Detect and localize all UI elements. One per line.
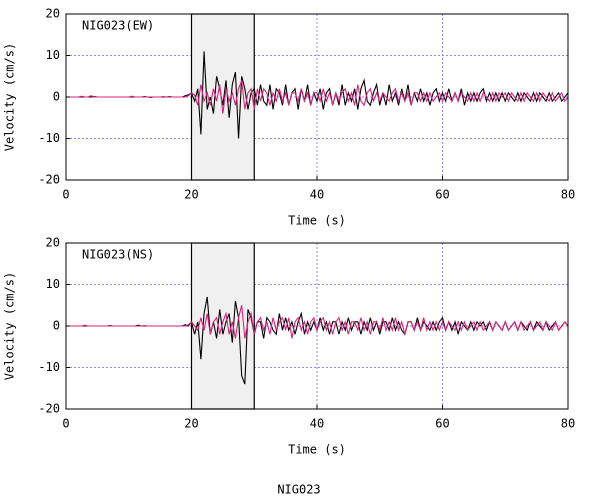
highlight-window (190, 13, 255, 181)
x-axis-label: Time (s) (288, 443, 346, 457)
y-axis-label: Velocity (cm/s) (3, 272, 17, 380)
panel-label: NIG023(EW) (82, 19, 154, 33)
x-tick-label: 80 (561, 417, 575, 431)
y-tick-label: 0 (53, 90, 60, 104)
x-axis-label: Time (s) (288, 214, 346, 228)
y-tick-label: 20 (46, 7, 60, 21)
series-line (66, 80, 569, 114)
x-tick-label: 20 (184, 417, 198, 431)
x-tick-label: 60 (435, 417, 449, 431)
panel-label: NIG023(NS) (82, 248, 154, 262)
x-tick-label: 80 (561, 188, 575, 202)
x-tick-label: 40 (310, 417, 324, 431)
y-tick-label: -10 (38, 360, 60, 374)
y-tick-label: 20 (46, 236, 60, 250)
y-tick-label: -10 (38, 131, 60, 145)
x-tick-label: 60 (435, 188, 449, 202)
y-tick-label: 0 (53, 319, 60, 333)
y-tick-label: -20 (38, 173, 60, 187)
y-axis-label: Velocity (cm/s) (3, 43, 17, 151)
x-tick-label: 0 (62, 188, 69, 202)
x-tick-label: 40 (310, 188, 324, 202)
x-tick-label: 20 (184, 188, 198, 202)
caption: NIG023 (277, 483, 320, 497)
series-line (66, 305, 569, 339)
y-tick-label: 10 (46, 277, 60, 291)
y-tick-label: 10 (46, 48, 60, 62)
x-tick-label: 0 (62, 417, 69, 431)
y-tick-label: -20 (38, 402, 60, 416)
